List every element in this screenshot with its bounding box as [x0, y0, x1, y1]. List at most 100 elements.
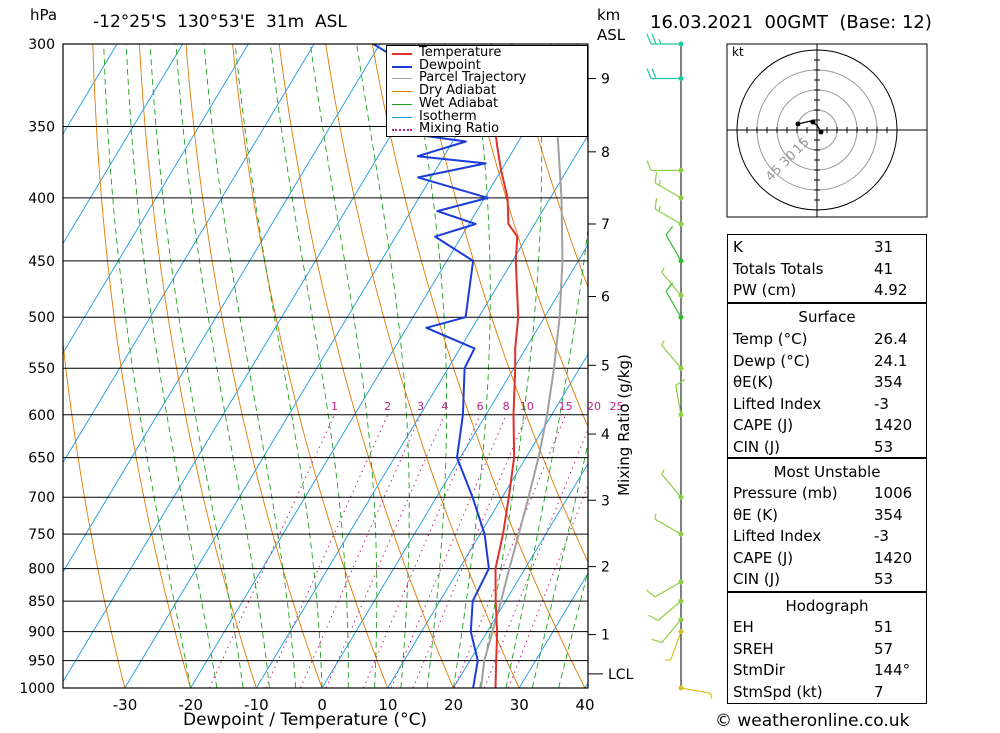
row-key: θE(K): [733, 373, 774, 391]
row-value: 1006: [874, 484, 913, 502]
table-row: Temp (°C) 26.4: [728, 328, 926, 350]
row-value: 53: [874, 570, 894, 588]
legend-item: Isotherm: [387, 109, 587, 124]
location-title: -12°25'S 130°53'E 31m ASL: [93, 12, 347, 32]
km-label: km: [597, 6, 621, 24]
isotherm-line: [63, 44, 446, 683]
km-tick-label: 3: [601, 493, 610, 509]
temperature-line: [490, 44, 520, 688]
mixing-ratio-line: [299, 414, 422, 688]
surface-table: Surface Temp (°C) 26.4 Dewp (°C) 24.1 θE(K) 3…: [727, 303, 927, 458]
legend-swatch: [392, 53, 412, 55]
wind-barb: [661, 340, 684, 371]
legend-label: Mixing Ratio: [419, 121, 500, 137]
isotherm-line: [63, 44, 381, 573]
row-value: 1420: [874, 548, 913, 567]
legend-item: Wet Adiabat: [387, 96, 587, 111]
mixing-ratio-label: 1: [331, 400, 338, 413]
legend: Temperature Dewpoint Parcel Trajectory Dry …: [386, 45, 588, 137]
pressure-tick-label: 650: [28, 451, 55, 467]
mixing-ratio-label: 10: [520, 400, 534, 413]
isotherm-line: [255, 134, 588, 688]
temperature-tick-label: 20: [444, 696, 463, 714]
pressure-tick-label: 550: [28, 361, 55, 377]
wind-barb: [654, 513, 684, 537]
dry-adiabat-line: [278, 44, 454, 688]
table-row: CAPE (J) 1420: [728, 547, 926, 569]
mixing-ratio-line: [412, 414, 528, 688]
km-tick-label: 1: [601, 628, 610, 644]
isotherm-line: [63, 44, 118, 135]
asl-label: ASL: [597, 26, 626, 44]
hodograph-point: [795, 121, 801, 127]
km-tick-label: 4: [601, 427, 610, 443]
lcl-label: LCL: [608, 667, 634, 683]
mixing-ratio-line: [265, 414, 389, 688]
pressure-tick-label: 500: [28, 310, 55, 326]
dry-adiabat-line: [931, 44, 1000, 688]
table-row: Totals Totals 41: [728, 258, 926, 280]
dry-adiabat-line: [185, 44, 323, 688]
wet-adiabat-line: [269, 44, 349, 688]
legend-swatch: [392, 78, 412, 80]
legend-item: Mixing Ratio: [387, 121, 587, 137]
parcel-trajectory-line: [480, 44, 564, 688]
wind-barb: [646, 33, 684, 47]
table-row: K 31: [728, 236, 926, 258]
pressure-tick-label: 800: [28, 562, 55, 578]
km-tick-label: 7: [601, 217, 610, 233]
hpa-label: hPa: [30, 6, 58, 24]
km-tick-label: 2: [601, 560, 610, 576]
row-value: 53: [874, 437, 894, 456]
most-unstable-title: Most Unstable: [773, 463, 881, 481]
table-row: Pressure (mb) 1006: [728, 482, 926, 504]
wind-barb: [665, 629, 684, 661]
wind-barb: [648, 598, 684, 621]
pressure-tick-label: 450: [28, 254, 55, 270]
temperature-tick-label: 0: [317, 696, 327, 714]
wind-barbs: [646, 33, 713, 699]
mixing-ratio-line: [363, 414, 481, 688]
dry-adiabat-line: [978, 44, 1000, 688]
row-key: SREH: [733, 639, 774, 658]
wind-barb: [646, 160, 684, 173]
mixing-ratio-label: 4: [441, 400, 448, 413]
legend-label: Dry Adiabat: [419, 83, 496, 99]
mixing-ratio-label: Mixing Ratio (g/kg): [615, 354, 633, 496]
pressure-tick-label: 300: [28, 37, 55, 53]
table-row: CAPE (J) 1420: [728, 414, 926, 436]
row-key: Totals Totals: [733, 259, 824, 278]
row-value: 4.92: [874, 281, 908, 299]
pressure-tick-label: 1000: [19, 681, 55, 697]
hodograph-table: Hodograph EH 51 SREH 57 StmDir 144° StmSpd (kt…: [727, 592, 927, 704]
row-key: StmDir: [733, 661, 785, 679]
legend-label: Temperature: [419, 45, 502, 60]
isotherm-line: [453, 462, 588, 688]
copyright[interactable]: © weatheronline.co.uk: [715, 711, 910, 731]
wind-barb: [678, 685, 713, 699]
table-row: Lifted Index -3: [728, 525, 926, 547]
row-key: Pressure (mb): [733, 484, 838, 502]
row-value: 51: [874, 618, 894, 636]
mixing-ratio-label: 25: [610, 400, 624, 413]
isotherm-line: [63, 44, 249, 354]
row-key: CIN (J): [733, 570, 781, 588]
wind-barb: [654, 172, 684, 201]
row-value: 57: [874, 639, 894, 658]
table-row: θE (K) 354: [728, 504, 926, 526]
pressure-tick-label: 850: [28, 594, 55, 610]
isotherm-line: [387, 353, 588, 688]
wet-adiabat-line: [149, 44, 244, 688]
row-key: CAPE (J): [733, 416, 794, 434]
wind-barb: [665, 226, 684, 264]
wind-barb: [646, 579, 684, 598]
pressure-tick-label: 700: [28, 490, 55, 506]
row-key: Temp (°C): [733, 330, 808, 348]
indices-table: K 31 Totals Totals 41 PW (cm) 4.92: [727, 234, 927, 303]
row-key: K: [733, 238, 743, 256]
table-row: CIN (J) 53: [728, 568, 926, 590]
storm-motion-point: [810, 119, 816, 125]
table-row: Dewp (°C) 24.1: [728, 350, 926, 372]
mixing-ratio-line: [507, 484, 588, 688]
